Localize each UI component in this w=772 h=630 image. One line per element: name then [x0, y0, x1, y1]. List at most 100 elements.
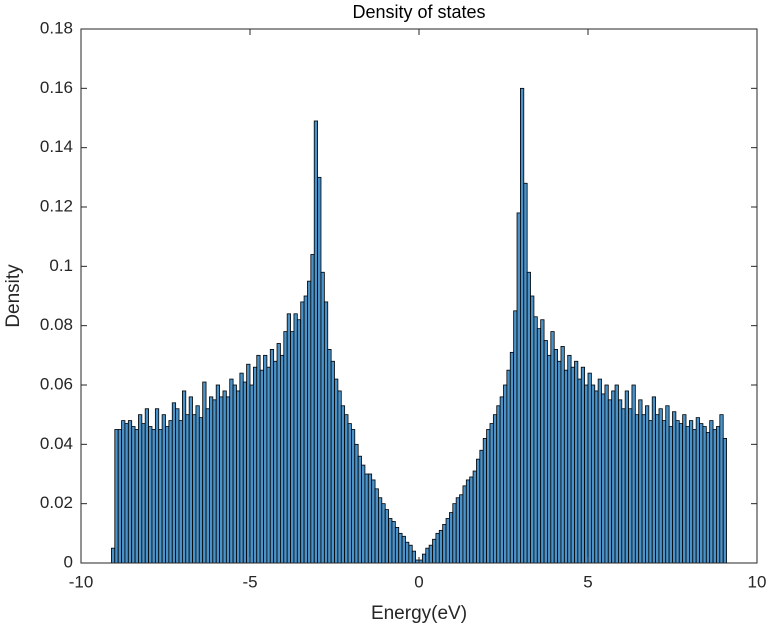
bar [722, 437, 727, 564]
bar [584, 384, 589, 564]
bar [661, 420, 667, 564]
bar [124, 423, 129, 564]
bar [121, 420, 126, 564]
bar [259, 369, 264, 564]
bar [486, 429, 491, 564]
bar [705, 432, 711, 564]
bar [469, 476, 474, 564]
bar [313, 120, 319, 564]
bar [131, 426, 136, 564]
bar [340, 405, 346, 564]
bar [577, 378, 582, 564]
bar [378, 497, 383, 564]
bar [594, 390, 599, 564]
bar [320, 271, 325, 564]
bar [719, 414, 724, 564]
bar [692, 429, 697, 564]
bar [658, 408, 663, 564]
bar [597, 378, 602, 564]
bar [388, 518, 393, 564]
bar [678, 423, 684, 564]
bar [614, 384, 619, 564]
bar [618, 399, 623, 564]
bar [354, 443, 359, 564]
x-tick-label: -5 [242, 572, 257, 591]
bar [526, 271, 531, 564]
x-tick-label: 10 [748, 572, 767, 591]
bar [334, 378, 339, 564]
bar [300, 301, 305, 564]
bar [641, 414, 646, 564]
bar [435, 532, 440, 564]
bar [252, 366, 258, 564]
y-tick-label: 0.06 [40, 374, 73, 393]
bar [536, 328, 542, 564]
bar [276, 343, 281, 564]
bar [286, 313, 291, 564]
x-axis-label: Energy(eV) [371, 603, 467, 624]
bar [127, 420, 133, 564]
bar [520, 87, 525, 564]
bar [479, 449, 484, 564]
bar [219, 396, 224, 564]
bar [425, 547, 430, 564]
bar [144, 408, 150, 564]
bar [516, 212, 521, 564]
bar [523, 182, 528, 564]
bar [296, 319, 302, 564]
bar [465, 479, 471, 564]
bar [239, 372, 244, 564]
bar [401, 535, 406, 564]
bar [361, 464, 366, 564]
bar [310, 254, 315, 564]
bar [611, 390, 616, 564]
bar [165, 426, 170, 564]
bar [563, 369, 569, 564]
bar [438, 529, 444, 564]
bar [540, 319, 545, 564]
bar [472, 470, 477, 564]
bar [384, 509, 389, 564]
bar [709, 420, 714, 564]
bar [212, 399, 217, 564]
bar [665, 405, 670, 564]
x-tick-label: -10 [69, 572, 94, 591]
bar [651, 396, 656, 564]
bar [445, 518, 450, 564]
bar [391, 521, 396, 564]
bar [702, 426, 707, 564]
bar [712, 429, 717, 564]
bar [590, 384, 596, 564]
bar [716, 426, 721, 564]
bar [550, 331, 555, 564]
bar [148, 426, 153, 564]
bar [323, 301, 329, 564]
bar [489, 423, 494, 564]
bar [273, 360, 278, 564]
bar [638, 399, 643, 564]
bar [158, 429, 163, 564]
bar [634, 414, 640, 564]
bar [533, 316, 538, 564]
bar [327, 348, 332, 564]
bar [628, 408, 633, 564]
bar [307, 280, 312, 564]
bar [607, 399, 613, 564]
bar [547, 354, 552, 564]
y-tick-label: 0.12 [40, 196, 73, 215]
bar [283, 331, 288, 564]
bar [621, 408, 626, 564]
bar [141, 423, 146, 564]
bar [367, 473, 373, 564]
bar [229, 378, 234, 564]
bar [631, 384, 636, 564]
bar [269, 348, 275, 564]
bar [350, 429, 356, 564]
bar [175, 408, 180, 564]
bar [330, 360, 335, 564]
bar [151, 429, 156, 564]
bar [154, 408, 160, 564]
bar [371, 479, 376, 564]
y-tick-label: 0.16 [40, 78, 73, 97]
bar [290, 331, 295, 564]
